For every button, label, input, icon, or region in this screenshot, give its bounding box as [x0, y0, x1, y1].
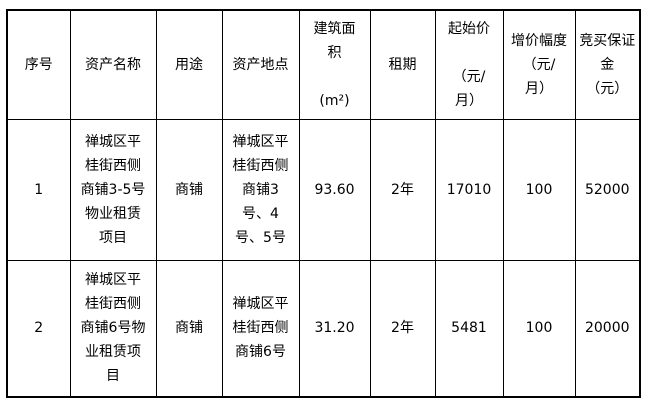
cell-location: 禅城区平 桂街西侧 商铺6号 [221, 259, 300, 398]
cell-index: 1 [6, 118, 71, 261]
col-header-term: 租期 [369, 9, 436, 120]
col-header-index: 序号 [6, 9, 71, 120]
cell-term: 2年 [369, 259, 436, 398]
cell-increment: 100 [502, 118, 576, 261]
cell-start-price: 17010 [434, 118, 504, 261]
col-header-increment: 增价幅度 （元/ 月） [502, 9, 576, 120]
col-header-deposit: 竞买保证 金 （元） [574, 9, 641, 120]
cell-deposit: 52000 [574, 118, 641, 261]
cell-location: 禅城区平 桂街西侧 商铺3 号、4 号、5号 [221, 118, 300, 261]
col-header-asset-name: 资产名称 [69, 9, 157, 120]
cell-asset-name: 禅城区平 桂街西侧 商铺3-5号 物业租赁 项目 [69, 118, 157, 261]
asset-lease-table: 序号 资产名称 用途 资产地点 建筑面 积 (m²) 租期 起始价 （元/ 月）… [6, 9, 641, 398]
header-row: 序号 资产名称 用途 资产地点 建筑面 积 (m²) 租期 起始价 （元/ 月）… [6, 9, 641, 120]
col-header-start-price: 起始价 （元/ 月） [434, 9, 504, 120]
cell-term: 2年 [369, 118, 436, 261]
table-row: 1 禅城区平 桂街西侧 商铺3-5号 物业租赁 项目 商铺 禅城区平 桂街西侧 … [6, 118, 641, 261]
col-header-location: 资产地点 [221, 9, 300, 120]
table-row: 2 禅城区平 桂街西侧 商铺6号物 业租赁项 目 商铺 禅城区平 桂街西侧 商铺… [6, 259, 641, 398]
col-header-area: 建筑面 积 (m²) [298, 9, 371, 120]
cell-deposit: 20000 [574, 259, 641, 398]
cell-use: 商铺 [155, 259, 223, 398]
col-header-use: 用途 [155, 9, 223, 120]
cell-index: 2 [6, 259, 71, 398]
cell-use: 商铺 [155, 118, 223, 261]
cell-increment: 100 [502, 259, 576, 398]
cell-area: 93.60 [298, 118, 371, 261]
cell-asset-name: 禅城区平 桂街西侧 商铺6号物 业租赁项 目 [69, 259, 157, 398]
cell-area: 31.20 [298, 259, 371, 398]
cell-start-price: 5481 [434, 259, 504, 398]
